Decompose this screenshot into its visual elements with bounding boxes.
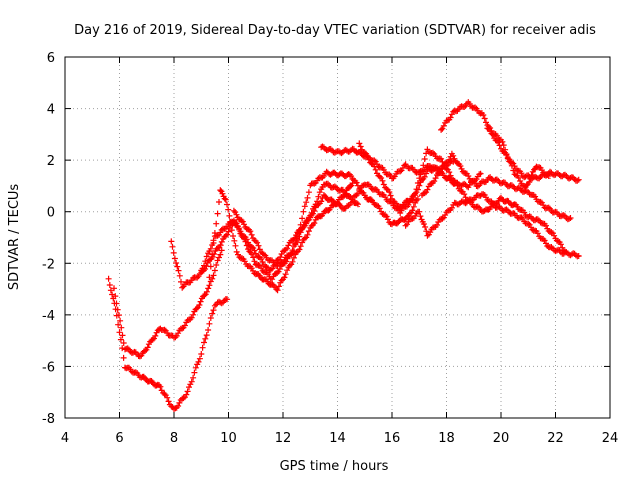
series-track-f <box>230 158 457 269</box>
x-tick-label: 8 <box>170 431 178 446</box>
x-tick-label: 4 <box>61 431 69 446</box>
series-track-a <box>105 275 231 412</box>
series-track-i <box>402 191 582 260</box>
series-markers <box>438 99 582 184</box>
series-track-j <box>438 99 582 184</box>
x-tick-label: 14 <box>329 431 346 446</box>
series-markers <box>198 168 421 283</box>
series-track-l <box>484 125 552 191</box>
data-point <box>358 205 360 208</box>
x-tick-label: 20 <box>493 431 510 446</box>
y-tick-label: 0 <box>47 206 55 221</box>
series-track-g <box>318 143 484 191</box>
series-markers <box>105 275 231 412</box>
data-series-layer <box>105 99 582 412</box>
series-track-k <box>419 150 574 223</box>
x-tick-label: 24 <box>602 431 619 446</box>
data-point <box>353 180 355 182</box>
chart-title: Day 216 of 2019, Sidereal Day-to-day VTE… <box>74 23 596 38</box>
data-point <box>549 177 551 179</box>
x-axis-ticks: 4 6 8 10 12 14 16 18 20 22 24 <box>61 57 618 446</box>
series-markers <box>111 247 225 360</box>
series-track-h <box>356 140 568 255</box>
y-tick-label: 2 <box>47 154 55 169</box>
y-tick-label: -4 <box>42 309 55 324</box>
x-tick-label: 18 <box>438 431 455 446</box>
series-markers <box>484 125 552 191</box>
series-markers <box>356 140 568 255</box>
y-axis-ticks: -8 -6 -4 -2 0 2 4 6 <box>42 51 610 427</box>
y-tick-label: 4 <box>47 103 55 118</box>
x-axis-label: GPS time / hours <box>280 459 389 474</box>
x-tick-label: 6 <box>115 431 123 446</box>
series-markers <box>419 150 574 223</box>
x-tick-label: 10 <box>220 431 237 446</box>
series-markers <box>402 191 582 260</box>
series-track-d <box>198 168 421 283</box>
grid-lines <box>65 57 610 418</box>
y-tick-label: -6 <box>42 360 55 375</box>
y-tick-label: 6 <box>47 51 55 66</box>
y-axis-label: SDTVAR / TECUs <box>7 184 22 291</box>
y-tick-label: -2 <box>42 257 55 272</box>
series-track-b <box>111 244 225 360</box>
x-tick-label: 12 <box>275 431 292 446</box>
data-point <box>418 195 420 197</box>
x-tick-label: 16 <box>384 431 401 446</box>
x-tick-label: 22 <box>547 431 564 446</box>
series-markers <box>318 143 484 191</box>
y-tick-label: -8 <box>42 412 55 427</box>
